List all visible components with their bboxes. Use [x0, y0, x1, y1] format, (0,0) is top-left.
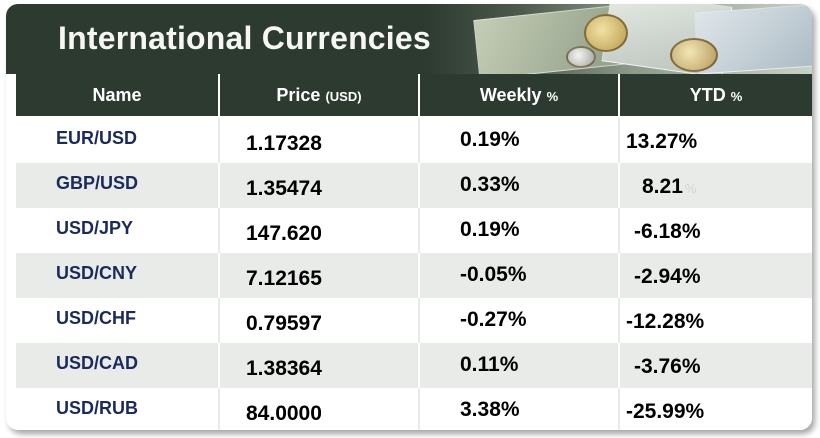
price-value: 1.38364 — [246, 357, 322, 380]
price-value: 0.79597 — [246, 312, 322, 335]
pair-name: USD/CHF — [56, 308, 136, 328]
pair-name: GBP/USD — [56, 173, 139, 193]
price-cell: 7.12165 — [220, 253, 420, 298]
pair-name: EUR/USD — [56, 128, 138, 148]
coin-image — [566, 46, 596, 68]
name-cell: USD/CNY — [16, 253, 220, 298]
weekly-value: -0.27% — [460, 308, 527, 331]
weekly-cell: 0.19% — [420, 208, 620, 253]
weekly-cell: 0.33% — [420, 163, 620, 208]
price-cell: 0.79597 — [220, 298, 420, 343]
table-row: GBP/USD 1.35474 0.33% 8.21% — [16, 163, 812, 208]
table-row: USD/CHF 0.79597 -0.27% -12.28% — [16, 298, 812, 343]
ytd-number: -3.76% — [634, 355, 701, 378]
pair-name: USD/CAD — [56, 353, 139, 373]
header-price-unit: (USD) — [325, 89, 362, 104]
price-value: 1.17328 — [246, 132, 322, 155]
ytd-cell: -12.28% — [620, 298, 812, 343]
name-cell: USD/CAD — [16, 343, 220, 388]
ytd-value: 8.21% — [642, 175, 696, 199]
weekly-cell: -0.05% — [420, 253, 620, 298]
pair-name: USD/CNY — [56, 263, 138, 283]
weekly-cell: -0.27% — [420, 298, 620, 343]
weekly-value: 0.19% — [460, 218, 520, 241]
header-price-label: Price — [276, 85, 321, 105]
price-cell: 1.35474 — [220, 163, 420, 208]
header-weekly-label: Weekly — [479, 85, 542, 105]
header-ytd-unit: % — [730, 89, 743, 104]
price-cell: 147.620 — [220, 208, 420, 253]
ytd-value: -3.76% — [634, 355, 703, 379]
coin-image — [584, 14, 628, 52]
ytd-cell: -25.99% — [620, 388, 812, 430]
table-row: EUR/USD 1.17328 0.19% 13.27% — [16, 118, 812, 163]
weekly-value: 0.19% — [460, 128, 520, 151]
pair-name: USD/JPY — [56, 218, 134, 238]
header-ytd-label: YTD — [689, 85, 726, 105]
ytd-value: -12.28% — [626, 310, 706, 334]
price-value: 147.620 — [246, 222, 322, 245]
header-weekly: Weekly % — [420, 74, 620, 116]
coin-image — [670, 38, 718, 72]
ytd-cell: -2.94% — [620, 253, 812, 298]
price-value: 84.0000 — [246, 402, 322, 425]
weekly-value: 3.38% — [460, 398, 520, 421]
name-cell: USD/CHF — [16, 298, 220, 343]
header-name-label: Name — [92, 85, 142, 105]
price-value: 1.35474 — [246, 177, 322, 200]
table-header: Name Price (USD) Weekly % YTD % — [16, 74, 812, 116]
weekly-cell: 0.11% — [420, 343, 620, 388]
header-price: Price (USD) — [220, 74, 420, 116]
weekly-value: 0.33% — [460, 173, 520, 196]
ytd-value: -2.94% — [634, 265, 703, 289]
table-row: USD/CAD 1.38364 0.11% -3.76% — [16, 343, 812, 388]
header-name: Name — [16, 74, 220, 116]
ytd-number: 13.27% — [626, 130, 698, 153]
name-cell: GBP/USD — [16, 163, 220, 208]
ytd-number: 8.21 — [642, 175, 683, 198]
weekly-cell: 3.38% — [420, 388, 620, 430]
ytd-suffix: % — [684, 181, 697, 196]
weekly-value: 0.11% — [460, 353, 519, 376]
price-cell: 1.17328 — [220, 118, 420, 163]
ytd-number: -2.94% — [634, 265, 701, 288]
ytd-number: -12.28% — [626, 310, 705, 333]
price-cell: 84.0000 — [220, 388, 420, 430]
table-row: USD/JPY 147.620 0.19% -6.18% — [16, 208, 812, 253]
table-row: USD/RUB 84.0000 3.38% -25.99% — [16, 388, 812, 430]
pair-name: USD/RUB — [56, 398, 139, 418]
name-cell: EUR/USD — [16, 118, 220, 163]
page-title: International Currencies — [58, 20, 431, 56]
header-weekly-unit: % — [546, 89, 559, 104]
ytd-cell: 13.27% — [620, 118, 812, 163]
ytd-cell: -3.76% — [620, 343, 812, 388]
currency-card: International Currencies Name Price (USD… — [6, 4, 812, 430]
header-ytd: YTD % — [620, 74, 812, 116]
price-cell: 1.38364 — [220, 343, 420, 388]
ytd-number: -6.18% — [634, 220, 701, 243]
table-row: USD/CNY 7.12165 -0.05% -2.94% — [16, 253, 812, 298]
ytd-cell: 8.21% — [620, 163, 812, 208]
title-banner: International Currencies — [6, 4, 812, 80]
table-body: EUR/USD 1.17328 0.19% 13.27% GBP/USD 1.3… — [16, 118, 812, 430]
name-cell: USD/JPY — [16, 208, 220, 253]
ytd-number: -25.99% — [626, 400, 705, 423]
ytd-value: -6.18% — [634, 220, 703, 244]
ytd-cell: -6.18% — [620, 208, 812, 253]
weekly-cell: 0.19% — [420, 118, 620, 163]
ytd-value: 13.27% — [626, 130, 699, 154]
name-cell: USD/RUB — [16, 388, 220, 430]
price-value: 7.12165 — [246, 267, 322, 290]
ytd-value: -25.99% — [626, 400, 706, 424]
weekly-value: -0.05% — [460, 263, 527, 286]
